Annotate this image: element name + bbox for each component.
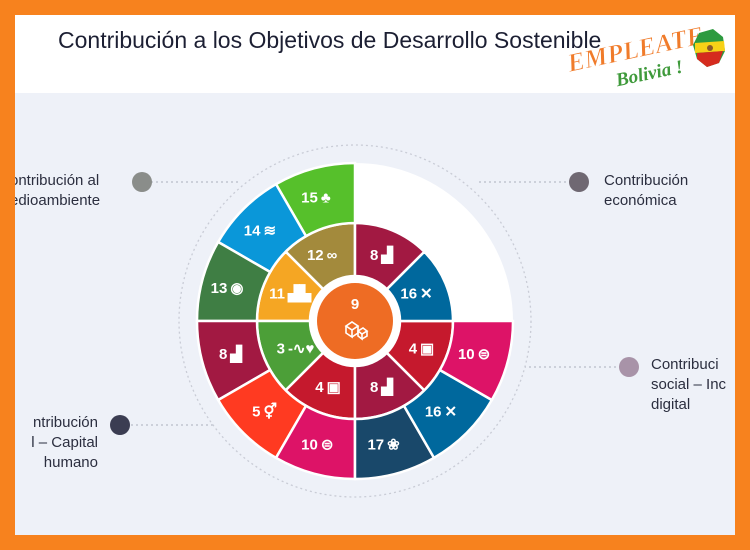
- sdg-number-label: 14: [244, 222, 261, 239]
- sdg-number-label: 4: [315, 379, 324, 396]
- industry-cubes-icon: [344, 321, 369, 341]
- sdg-number-label: 8: [219, 346, 227, 363]
- sdg-goal-icon: ◉: [230, 280, 243, 297]
- sdg-segment-16: [402, 368, 494, 460]
- sdg-goal-icon: ⊜: [321, 437, 334, 454]
- sdg-goal-icon: ≋: [263, 222, 276, 239]
- sdg-goal-icon: ❀: [387, 437, 400, 454]
- sdg-number-label: 8: [370, 379, 378, 396]
- sdg-number-label: 13: [211, 280, 228, 297]
- slide: Contribución a los Objetivos de Desarrol…: [15, 15, 735, 535]
- sdg-goal-icon: ▟: [229, 344, 242, 364]
- category-dot-social-inclusion: [619, 357, 639, 377]
- bolivia-map-icon: [693, 29, 725, 67]
- sdg-goal-icon: ▣: [327, 379, 341, 396]
- sdg-segment-5: [216, 368, 308, 460]
- sdg-segment-13: [195, 240, 272, 323]
- sdg-number-label: 16: [400, 286, 417, 303]
- sdg-goal-icon: ⚥: [263, 402, 277, 421]
- sdg-goal-icon: ▣: [420, 340, 434, 357]
- sdg-segment-8: [353, 221, 427, 291]
- sdg-goal-icon: ♣: [321, 189, 331, 206]
- sdg-goal-icon: ✕: [420, 286, 433, 303]
- sdg-segment-10: [438, 319, 515, 402]
- sdg-number-label: 15: [301, 189, 318, 206]
- sdg-segment-10: [274, 404, 357, 481]
- connector-lines: [121, 144, 621, 498]
- sdg-number-label: 17: [367, 437, 384, 454]
- sdg-goal-icon: ▟: [380, 377, 393, 397]
- sdg-goal-icon: ▟▙: [287, 284, 312, 304]
- page-title: Contribución a los Objetivos de Desarrol…: [58, 27, 602, 53]
- sdg-number-label: 4: [409, 340, 418, 357]
- category-dot-economica: [569, 172, 589, 192]
- sdg-goal-icon: ∞: [327, 247, 338, 264]
- category-dot-medioambiente: [132, 172, 152, 192]
- center-circle: [317, 283, 393, 359]
- header-bar: Contribución a los Objetivos de Desarrol…: [15, 15, 735, 93]
- sdg-number-label: 8: [370, 247, 378, 264]
- sdg-goal-icon: -∿♥: [288, 340, 315, 357]
- sdg-goal-icon: ✕: [445, 404, 458, 421]
- center-number: 9: [351, 296, 359, 313]
- sdg-goal-icon: ⊜: [478, 346, 491, 363]
- sdg-number-label: 16: [425, 404, 442, 421]
- sdg-number-label: 5: [252, 404, 260, 421]
- sdg-number-label: 10: [458, 346, 475, 363]
- sdg-number-label: 11: [269, 286, 285, 303]
- category-label-medioambiente: ontribución al edioambiente: [15, 172, 101, 209]
- sdg-wheel: 12 ∞11 ▟▙3 -∿♥4 ▣ 8 ▟4 ▣16 ✕8 ▟15 ♣14 ≋13 ◉8 ▟5 ⚥10 ⊜ 17…: [195, 161, 515, 481]
- sdg-number-label: 12: [307, 247, 324, 264]
- category-label-economica: Contribución económica: [604, 172, 689, 209]
- category-label-social-inclusion: Contribuci social – Inc digital: [651, 356, 727, 413]
- sdg-goal-icon: ▟: [380, 245, 393, 265]
- sdg-number-label: 3: [277, 340, 285, 357]
- empleate-bolivia-logo: EMPLEATE Bolivia !: [563, 23, 725, 91]
- category-dot-capital-humano: [110, 415, 130, 435]
- sdg-segment-14: [216, 182, 308, 274]
- sdg-number-label: 10: [301, 437, 318, 454]
- category-label-capital-humano: ntribución l – Capital humano: [31, 414, 98, 471]
